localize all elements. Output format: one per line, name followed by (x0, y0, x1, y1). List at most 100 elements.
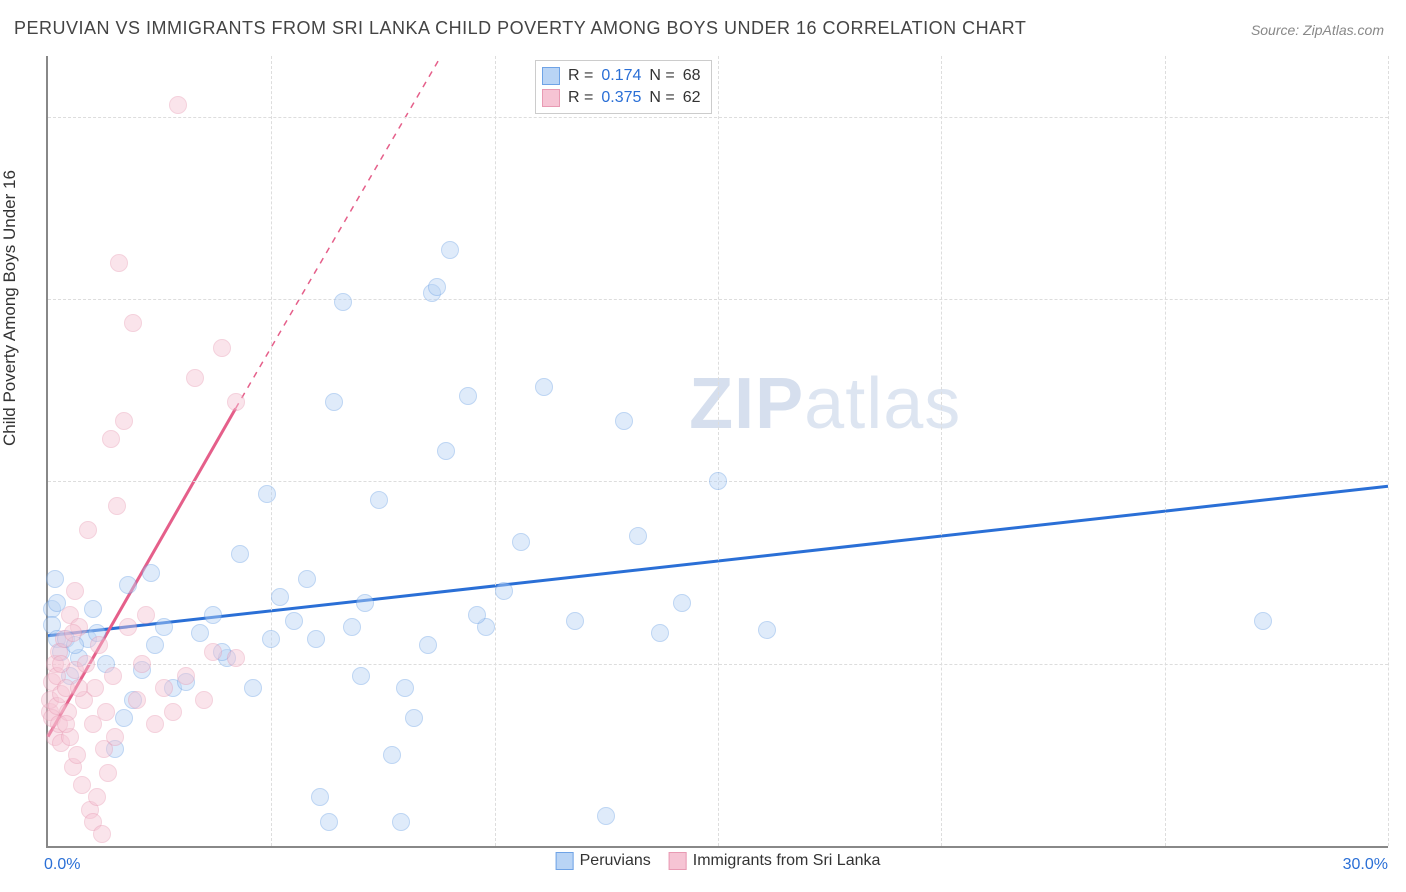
scatter-point (104, 667, 122, 685)
series-label-0: Peruvians (580, 852, 651, 870)
scatter-point (115, 709, 133, 727)
series-swatch-0 (556, 852, 574, 870)
scatter-point (285, 612, 303, 630)
source-name: ZipAtlas.com (1303, 22, 1384, 38)
n-value-0: 68 (683, 65, 701, 87)
stats-legend-row-0: R = 0.174 N = 68 (542, 65, 701, 87)
gridline-v (718, 56, 719, 846)
scatter-point (535, 378, 553, 396)
scatter-point (370, 491, 388, 509)
scatter-point (441, 241, 459, 259)
scatter-point (651, 624, 669, 642)
scatter-point (64, 624, 82, 642)
scatter-point (204, 643, 222, 661)
r-value-1: 0.375 (601, 87, 641, 109)
scatter-point (320, 813, 338, 831)
scatter-point (227, 649, 245, 667)
scatter-point (155, 618, 173, 636)
stats-legend: R = 0.174 N = 68 R = 0.375 N = 62 (535, 60, 712, 114)
scatter-point (186, 369, 204, 387)
scatter-point (396, 679, 414, 697)
scatter-point (70, 679, 88, 697)
scatter-point (325, 393, 343, 411)
scatter-point (204, 606, 222, 624)
stats-swatch-1 (542, 89, 560, 107)
scatter-point (97, 703, 115, 721)
scatter-point (155, 679, 173, 697)
n-label-0: N = (649, 65, 674, 87)
scatter-point (383, 746, 401, 764)
scatter-point (437, 442, 455, 460)
y-tick-label: 60.0% (1396, 108, 1406, 126)
plot-area: ZIPatlas R = 0.174 N = 68 R = 0.375 N = … (46, 56, 1388, 848)
series-swatch-1 (669, 852, 687, 870)
scatter-point (597, 807, 615, 825)
scatter-point (52, 655, 70, 673)
r-label-0: R = (568, 65, 593, 87)
scatter-point (468, 606, 486, 624)
y-tick-label: 45.0% (1396, 290, 1406, 308)
series-legend-item-0: Peruvians (556, 852, 651, 870)
gridline-v (1388, 56, 1389, 846)
scatter-point (128, 691, 146, 709)
scatter-point (142, 564, 160, 582)
scatter-point (307, 630, 325, 648)
n-label-1: N = (649, 87, 674, 109)
scatter-point (137, 606, 155, 624)
scatter-point (311, 788, 329, 806)
scatter-point (262, 630, 280, 648)
scatter-point (495, 582, 513, 600)
scatter-point (86, 679, 104, 697)
scatter-point (195, 691, 213, 709)
scatter-point (146, 636, 164, 654)
stats-swatch-0 (542, 67, 560, 85)
chart-title: PERUVIAN VS IMMIGRANTS FROM SRI LANKA CH… (14, 18, 1026, 39)
source-attribution: Source: ZipAtlas.com (1251, 22, 1384, 38)
scatter-point (164, 703, 182, 721)
scatter-point (93, 825, 111, 843)
scatter-point (88, 788, 106, 806)
scatter-point (227, 393, 245, 411)
scatter-point (57, 715, 75, 733)
scatter-point (334, 293, 352, 311)
stats-legend-row-1: R = 0.375 N = 62 (542, 87, 701, 109)
series-legend: Peruvians Immigrants from Sri Lanka (556, 848, 881, 870)
gridline-v (1165, 56, 1166, 846)
scatter-point (108, 497, 126, 515)
scatter-point (191, 624, 209, 642)
scatter-point (90, 636, 108, 654)
r-value-0: 0.174 (601, 65, 641, 87)
scatter-point (110, 254, 128, 272)
scatter-point (615, 412, 633, 430)
scatter-point (119, 618, 137, 636)
scatter-point (271, 588, 289, 606)
gridline-v (271, 56, 272, 846)
scatter-point (356, 594, 374, 612)
scatter-point (298, 570, 316, 588)
scatter-point (68, 746, 86, 764)
scatter-point (419, 636, 437, 654)
r-label-1: R = (568, 87, 593, 109)
scatter-point (73, 776, 91, 794)
scatter-point (231, 545, 249, 563)
scatter-point (106, 728, 124, 746)
scatter-point (673, 594, 691, 612)
scatter-point (84, 600, 102, 618)
scatter-point (79, 521, 97, 539)
scatter-point (124, 314, 142, 332)
scatter-point (46, 570, 64, 588)
n-value-1: 62 (683, 87, 701, 109)
scatter-point (102, 430, 120, 448)
trendline-extension (236, 56, 441, 408)
scatter-point (758, 621, 776, 639)
scatter-point (459, 387, 477, 405)
series-legend-item-1: Immigrants from Sri Lanka (669, 852, 881, 870)
scatter-point (77, 655, 95, 673)
scatter-point (629, 527, 647, 545)
y-tick-label: 15.0% (1396, 655, 1406, 673)
scatter-point (119, 576, 137, 594)
scatter-point (512, 533, 530, 551)
scatter-point (343, 618, 361, 636)
scatter-point (709, 472, 727, 490)
scatter-point (133, 655, 151, 673)
